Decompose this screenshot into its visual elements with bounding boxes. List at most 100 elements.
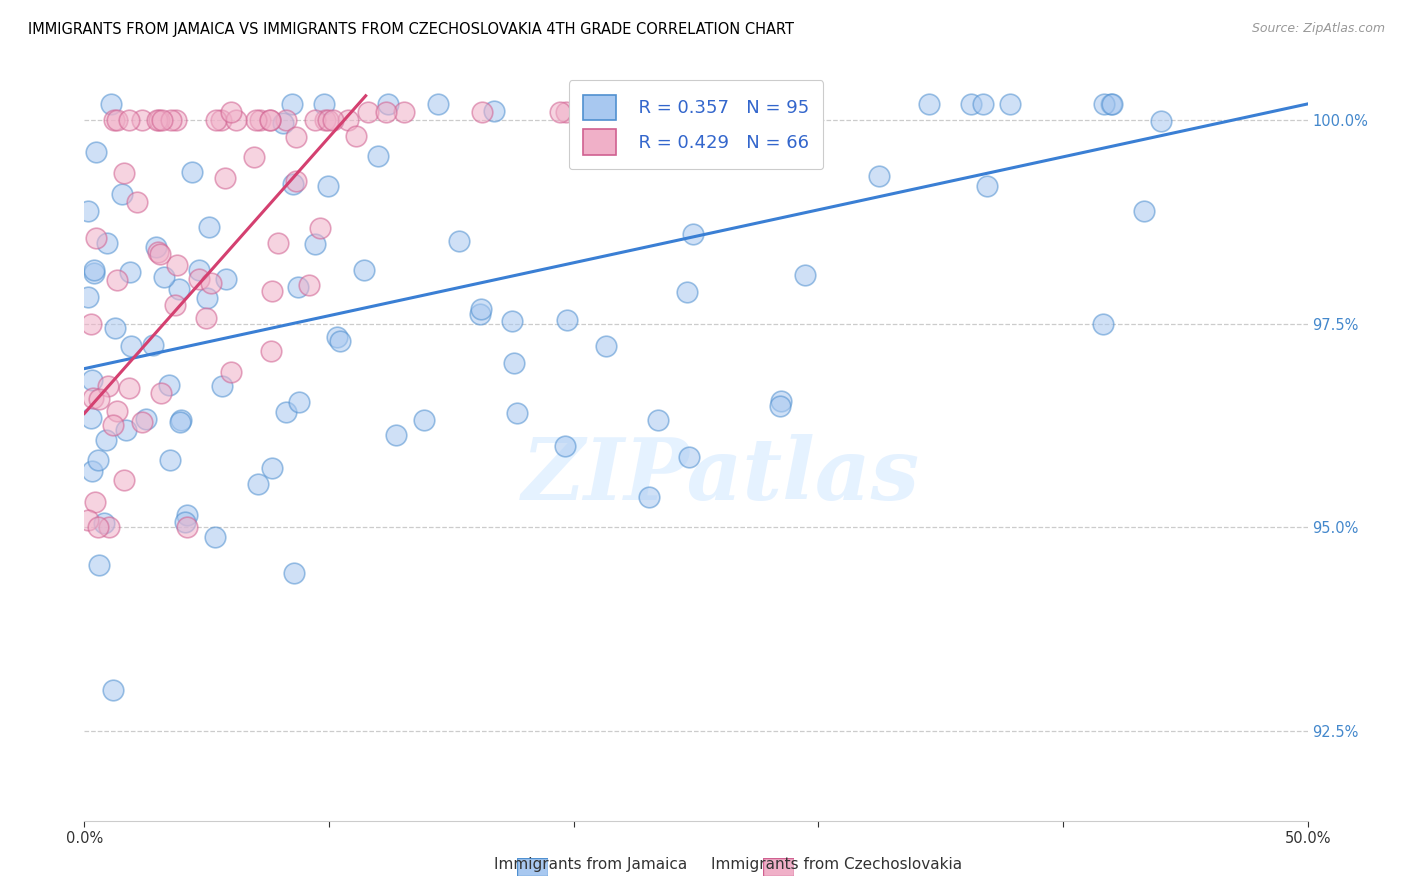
Point bbox=[281, 97, 304, 112]
Point bbox=[353, 262, 375, 277]
Point bbox=[104, 321, 127, 335]
Point bbox=[375, 105, 398, 120]
Point bbox=[118, 265, 141, 279]
Point bbox=[96, 235, 118, 250]
Point bbox=[377, 97, 399, 112]
Point bbox=[142, 337, 165, 351]
Point bbox=[145, 240, 167, 254]
Point bbox=[146, 113, 169, 128]
Point bbox=[1099, 97, 1122, 112]
Text: ZIPatlas: ZIPatlas bbox=[522, 434, 920, 517]
Point bbox=[555, 105, 578, 120]
Point bbox=[243, 150, 266, 164]
Point bbox=[87, 392, 110, 407]
Point bbox=[76, 513, 98, 527]
Point bbox=[548, 105, 571, 120]
Point bbox=[596, 97, 619, 112]
Point bbox=[678, 450, 700, 465]
Point bbox=[322, 113, 344, 128]
Point bbox=[112, 166, 135, 180]
Point bbox=[285, 129, 308, 144]
Point bbox=[131, 113, 153, 128]
Point bbox=[159, 453, 181, 467]
Point bbox=[336, 113, 359, 128]
Point bbox=[146, 245, 169, 260]
Point bbox=[413, 413, 436, 427]
Point bbox=[394, 105, 416, 120]
Point bbox=[86, 453, 108, 467]
Point bbox=[80, 373, 103, 387]
Point bbox=[112, 473, 135, 487]
Text: Immigrants from Czechoslovakia: Immigrants from Czechoslovakia bbox=[711, 857, 962, 872]
Point bbox=[470, 307, 492, 321]
Point bbox=[204, 530, 226, 544]
Text: IMMIGRANTS FROM JAMAICA VS IMMIGRANTS FROM CZECHOSLOVAKIA 4TH GRADE CORRELATION : IMMIGRANTS FROM JAMAICA VS IMMIGRANTS FR… bbox=[28, 22, 794, 37]
Point bbox=[449, 234, 471, 248]
Point bbox=[205, 113, 228, 128]
Point bbox=[768, 399, 790, 413]
Point bbox=[93, 516, 115, 530]
Point bbox=[744, 97, 766, 112]
Point bbox=[249, 113, 271, 128]
Point bbox=[225, 113, 247, 128]
Point bbox=[176, 520, 198, 534]
Point bbox=[187, 272, 209, 286]
Point bbox=[1092, 97, 1115, 112]
Point bbox=[259, 113, 281, 128]
Point bbox=[194, 310, 217, 325]
Point bbox=[287, 280, 309, 294]
Point bbox=[103, 683, 125, 698]
Text: Source: ZipAtlas.com: Source: ZipAtlas.com bbox=[1251, 22, 1385, 36]
Point bbox=[76, 290, 98, 304]
Point bbox=[260, 461, 283, 475]
Point bbox=[770, 394, 793, 409]
Point bbox=[197, 220, 219, 235]
Point bbox=[245, 113, 267, 128]
Point bbox=[344, 128, 367, 143]
Point bbox=[304, 236, 326, 251]
Point bbox=[97, 520, 120, 534]
Point bbox=[304, 113, 326, 128]
Point bbox=[501, 314, 523, 328]
Point bbox=[100, 97, 122, 112]
Point bbox=[917, 97, 939, 112]
Point bbox=[166, 259, 188, 273]
Point bbox=[83, 263, 105, 277]
Point bbox=[87, 520, 110, 534]
Point bbox=[97, 378, 120, 392]
Point bbox=[96, 434, 118, 448]
Point bbox=[554, 439, 576, 453]
Point bbox=[793, 268, 815, 283]
Point bbox=[281, 178, 304, 192]
Point bbox=[638, 491, 661, 505]
Point bbox=[284, 174, 307, 188]
Point bbox=[181, 165, 204, 179]
Point bbox=[148, 113, 170, 128]
Point bbox=[149, 385, 172, 400]
Point bbox=[325, 330, 347, 344]
Point bbox=[127, 194, 149, 209]
Point bbox=[219, 105, 242, 120]
Point bbox=[176, 508, 198, 523]
Point bbox=[105, 273, 128, 287]
Point bbox=[115, 423, 138, 437]
Point bbox=[219, 365, 242, 379]
Point bbox=[84, 231, 107, 245]
Point bbox=[118, 113, 141, 128]
Legend:   R = 0.357   N = 95,   R = 0.429   N = 66: R = 0.357 N = 95, R = 0.429 N = 66 bbox=[569, 80, 823, 169]
Point bbox=[271, 116, 294, 130]
Point bbox=[260, 343, 283, 358]
Point bbox=[367, 149, 389, 163]
Point bbox=[110, 186, 132, 201]
Point bbox=[83, 267, 105, 281]
Point bbox=[316, 178, 339, 193]
Point bbox=[246, 476, 269, 491]
Point bbox=[87, 558, 110, 572]
Point bbox=[283, 566, 305, 581]
Point bbox=[972, 97, 994, 112]
Point bbox=[682, 227, 704, 242]
Point bbox=[316, 113, 339, 128]
Point bbox=[267, 236, 290, 251]
Point bbox=[998, 97, 1021, 112]
Point bbox=[314, 113, 336, 128]
